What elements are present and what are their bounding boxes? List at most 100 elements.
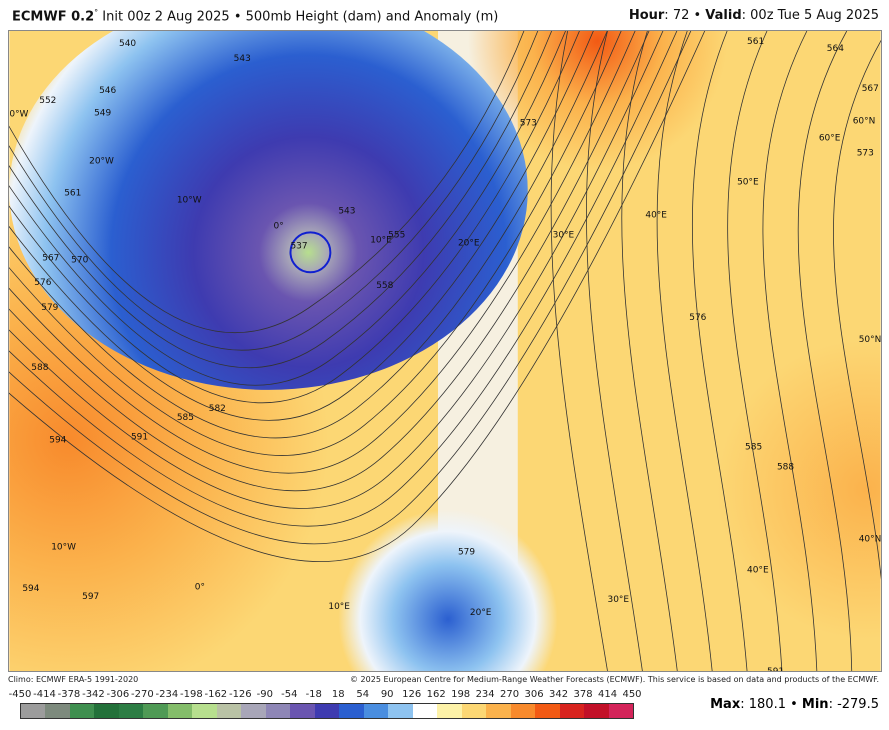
colorbar-swatch: [388, 704, 413, 718]
height-contour: [9, 31, 566, 386]
height-contour: [727, 31, 783, 671]
colorbar-swatch: [437, 704, 462, 718]
colorbar-tick: 342: [549, 689, 569, 700]
colorbar-swatch: [167, 704, 193, 718]
colorbar-tick: -234: [155, 689, 179, 700]
colorbar-swatch: [45, 704, 70, 718]
graticule-label: 30°E: [553, 230, 575, 240]
height-contour: [586, 31, 643, 671]
colorbar-swatch: [486, 704, 511, 718]
contour-label: 567: [42, 253, 59, 263]
graticule-label: 30°E: [607, 595, 629, 605]
graticule-label: 60°N: [853, 117, 876, 127]
height-contour: [9, 31, 553, 369]
height-contour: [9, 31, 636, 474]
colorbar-tick: 198: [451, 689, 471, 700]
height-contour: [9, 31, 608, 439]
colorbar-tick: 18: [331, 689, 345, 700]
contour-label: 573: [857, 149, 874, 159]
colorbar-tick: 270: [500, 689, 520, 700]
contour-label: 579: [458, 547, 475, 557]
graticule-label: 10°W: [51, 542, 76, 552]
graticule-label: 40°E: [645, 210, 667, 220]
colorbar-tick: 234: [475, 689, 495, 700]
contour-label: 543: [234, 54, 251, 64]
colorbar-swatch: [21, 704, 46, 718]
height-contour: [9, 31, 678, 527]
height-contour: [9, 31, 539, 351]
graticule-label: 10°E: [370, 235, 392, 245]
colorbar-tick: 450: [622, 689, 642, 700]
graticule-label: 10°W: [177, 195, 202, 205]
height-contour: [550, 31, 608, 671]
graticule-label: 60°E: [819, 134, 841, 144]
graticule-label: 0°: [274, 221, 284, 231]
contour-label: 573: [520, 119, 537, 129]
colorbar-swatch: [143, 704, 168, 718]
colorbar-tick: 378: [573, 689, 593, 700]
height-contour: [9, 31, 580, 404]
colorbar-tick: -450: [8, 689, 32, 700]
height-contour: [762, 31, 818, 671]
colorbar-swatch: [339, 704, 364, 718]
contour-label: 561: [64, 188, 81, 198]
colorbar-tick: -414: [33, 689, 56, 700]
contour-label: 555: [388, 230, 405, 240]
contour-label: 591: [767, 667, 784, 672]
contour-label: 585: [745, 443, 762, 453]
colorbar-tick: -90: [256, 689, 273, 700]
height-contour: [9, 31, 706, 562]
graticule-label: 40°E: [747, 565, 769, 575]
max-min: Max: 180.1 • Min: -279.5: [710, 697, 879, 712]
colorbar-swatch: [608, 704, 634, 718]
graticule-label: 50°E: [737, 178, 759, 188]
graticule-label: 20°E: [458, 238, 480, 248]
contour-label: 540: [119, 39, 136, 49]
contour-label: 588: [31, 363, 48, 373]
contour-label: 567: [862, 84, 879, 94]
graticule-label: 20°W: [89, 157, 114, 167]
colorbar-tick: -162: [204, 689, 228, 700]
height-contour: [9, 31, 692, 545]
colorbar-tick: -126: [228, 689, 252, 700]
colorbar-tick: -270: [131, 689, 154, 700]
map-title: ECMWF 0.2° Init 00z 2 Aug 2025 • 500mb H…: [12, 8, 499, 25]
height-contour: [833, 40, 881, 581]
contour-label: 594: [49, 436, 66, 446]
contour-label: 585: [177, 413, 194, 423]
colorbar-tick: -198: [180, 689, 203, 700]
height-contour: [656, 31, 713, 671]
colorbar: [20, 703, 634, 719]
weather-map: 540 543 546 549 552 561 567 570 576 579 588 594 591 5…: [8, 30, 882, 672]
graticule-label: 20°E: [470, 608, 492, 618]
height-contour: [692, 31, 748, 671]
colorbar-tick: -18: [305, 689, 322, 700]
graticule-label: 40°N: [859, 534, 882, 544]
colorbar-tick: 306: [524, 689, 544, 700]
contour-label: 591: [131, 433, 148, 443]
colorbar-swatch: [363, 704, 389, 718]
graticule-label: 10°E: [328, 602, 350, 612]
contour-label: 564: [827, 44, 844, 54]
colorbar-tick: 162: [426, 689, 446, 700]
colorbar-swatch: [192, 704, 217, 718]
colorbar-swatch: [461, 704, 487, 718]
colorbar-swatch: [412, 704, 438, 718]
climo-credit: Climo: ECMWF ERA-5 1991-2020: [8, 675, 139, 684]
height-contour: [621, 31, 678, 671]
height-contour: [9, 31, 650, 492]
contour-label: 561: [747, 37, 764, 47]
contour-label: 552: [39, 96, 56, 106]
colorbar-tick: -342: [82, 689, 105, 700]
valid-time: Hour: 72 • Valid: 00z Tue 5 Aug 2025: [628, 8, 879, 23]
colorbar-swatch: [241, 704, 266, 718]
contour-label: 558: [376, 281, 393, 291]
contour-label: 582: [209, 404, 226, 414]
colorbar-swatch: [69, 704, 95, 718]
contour-label: 537: [290, 241, 307, 251]
height-contour: [9, 31, 594, 421]
colorbar-tick: -54: [281, 689, 298, 700]
height-contour: [797, 31, 853, 671]
colorbar-tick: 126: [402, 689, 422, 700]
colorbar-swatch: [290, 704, 315, 718]
